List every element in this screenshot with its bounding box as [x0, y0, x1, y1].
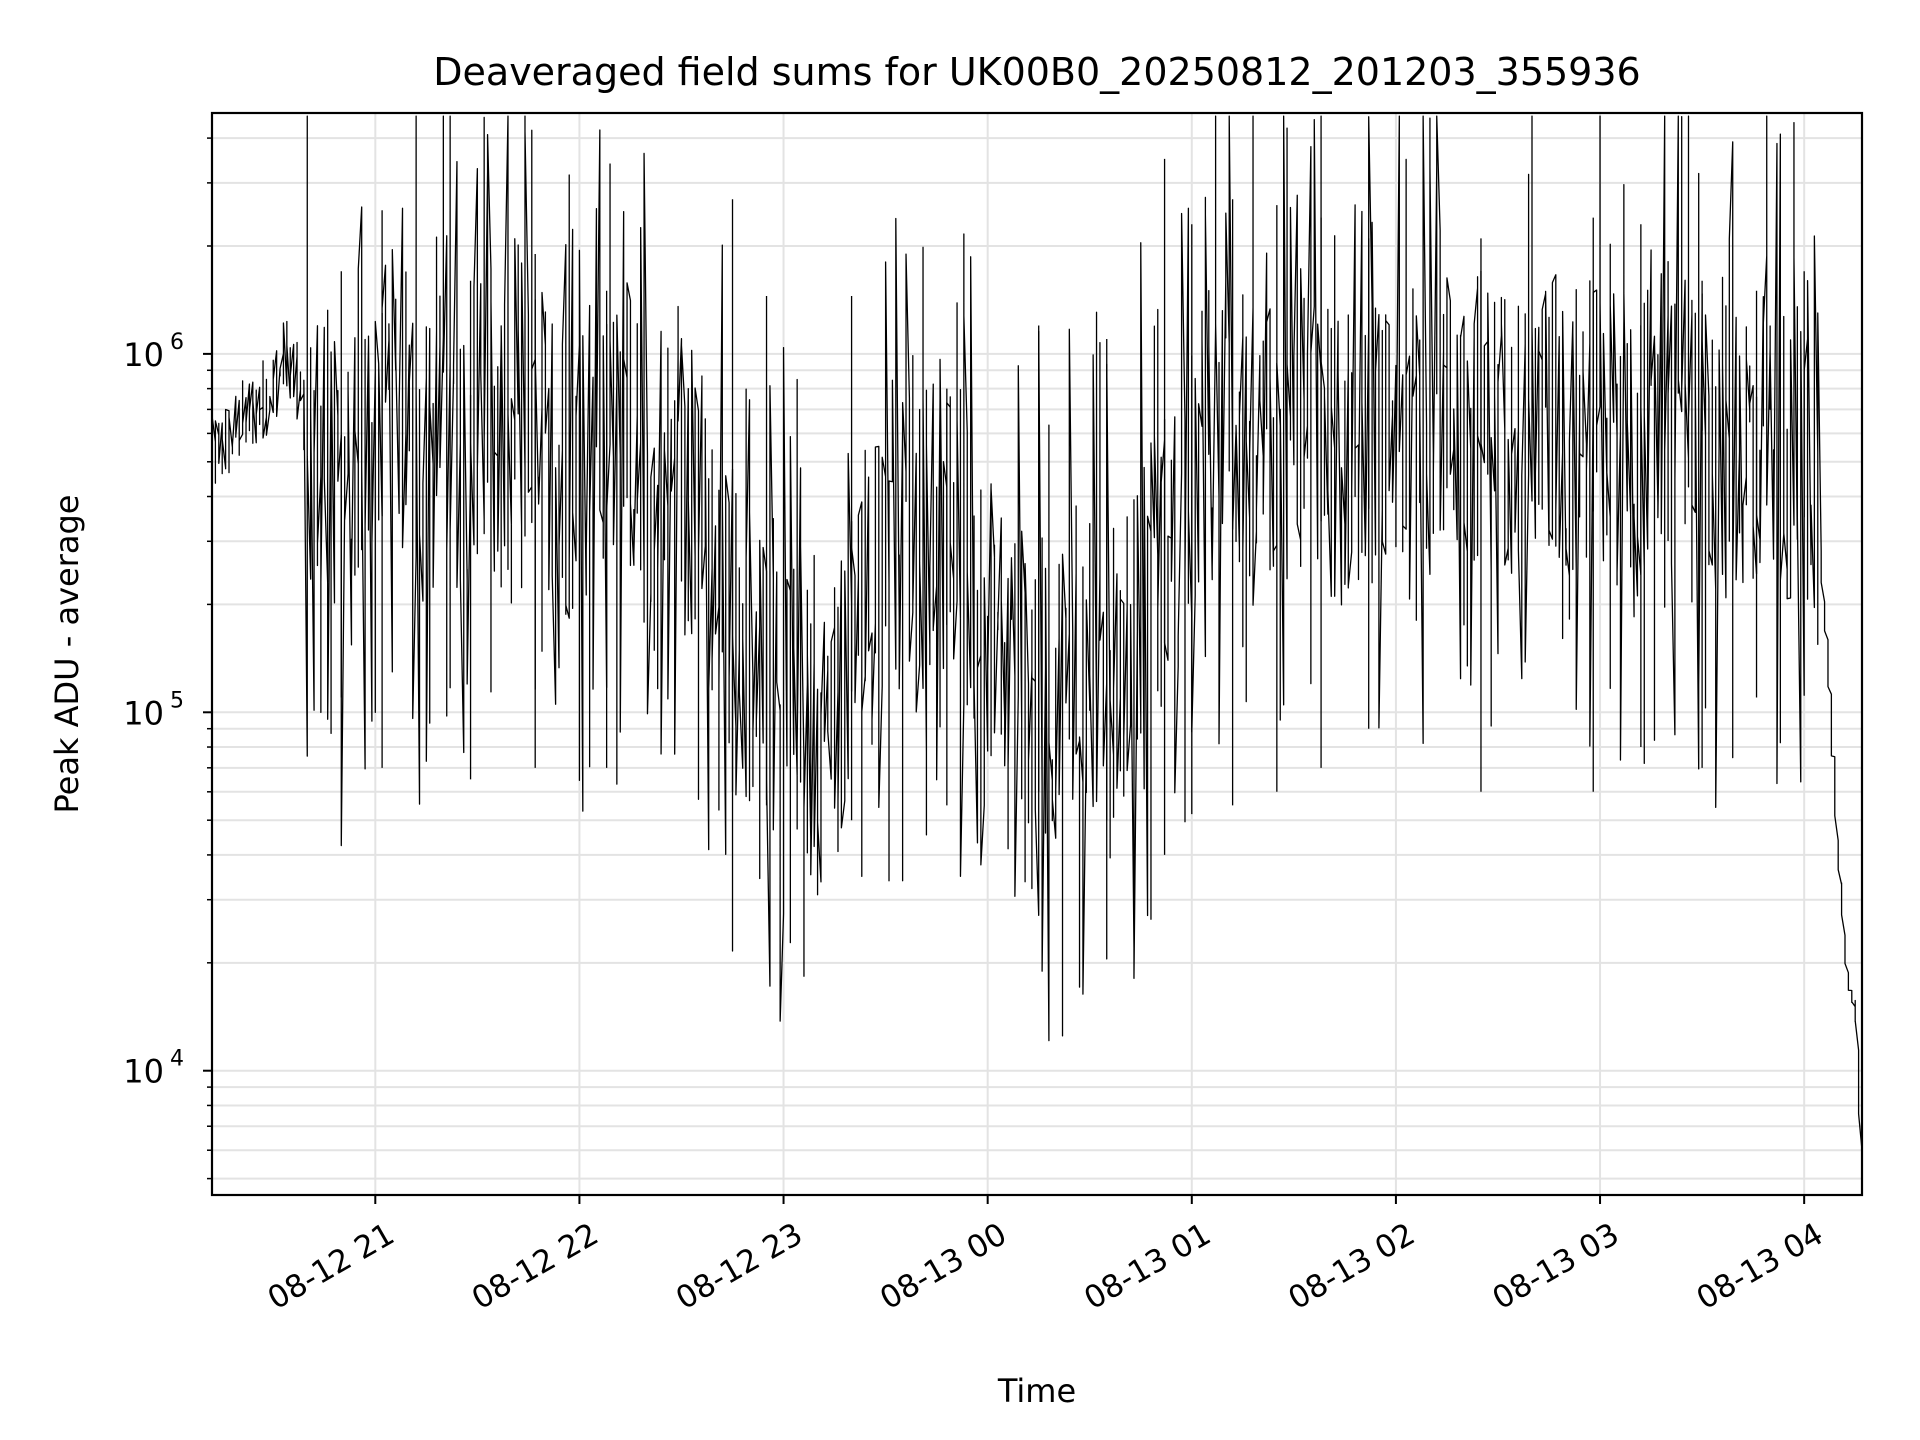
y-tick-exponent: 5 — [170, 688, 184, 713]
series-line — [211, 115, 1863, 1151]
plot-frame — [210, 111, 1864, 1197]
y-tick-label: 10 — [123, 1053, 164, 1091]
series — [211, 115, 1863, 1151]
chart-title: Deaveraged field sums for UK00B0_2025081… — [433, 50, 1640, 94]
x-axis-label: Time — [997, 1372, 1076, 1410]
y-tick-exponent: 4 — [170, 1047, 184, 1072]
y-tick-exponent: 6 — [170, 330, 184, 355]
y-tick-label: 10 — [123, 336, 164, 374]
y-axis-label: Peak ADU - average — [48, 495, 86, 814]
y-tick-label: 10 — [123, 694, 164, 732]
